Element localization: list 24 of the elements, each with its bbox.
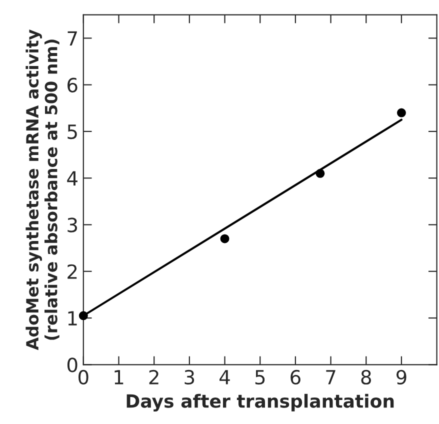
x-tick-label: 1 — [114, 370, 124, 384]
x-tick-label: 8 — [361, 370, 371, 385]
x-tick-label: 9 — [396, 370, 406, 385]
y-tick-label: 1 — [68, 311, 77, 326]
x-tick-label: 7 — [326, 370, 336, 384]
point — [316, 168, 325, 178]
x-tick-label: 0 — [78, 370, 88, 385]
y-tick-label: 6 — [68, 78, 78, 92]
x-tick-label: 6 — [290, 370, 300, 385]
y-tick-label: 0 — [67, 358, 78, 372]
x-tick-label: 4 — [220, 370, 230, 384]
x-tick-label: 2 — [149, 370, 158, 384]
x-tick-label: 5 — [255, 370, 265, 385]
point — [220, 234, 230, 244]
point — [78, 311, 88, 320]
y-tick-label: 3 — [68, 218, 77, 232]
x-tick-label: 3 — [184, 370, 194, 385]
point — [396, 108, 406, 118]
y-tick-label: 4 — [67, 171, 78, 186]
y-tick-label: 5 — [68, 124, 77, 140]
y-tick-label: 7 — [68, 31, 77, 46]
y-axis-title: AdoMet synthetase mRNA activity (relative absorbance at 500 nm) — [26, 30, 60, 350]
y-tick-label: 2 — [68, 264, 77, 279]
x-axis-title: Days after transplantation — [126, 394, 394, 412]
